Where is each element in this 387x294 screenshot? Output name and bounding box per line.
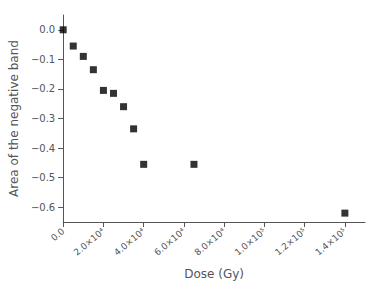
svg-text:0.0: 0.0	[49, 226, 67, 243]
svg-text:2.0×10⁴: 2.0×10⁴	[72, 226, 107, 258]
svg-text:1.4×10⁵: 1.4×10⁵	[313, 226, 348, 258]
svg-text:1.0×10⁵: 1.0×10⁵	[233, 226, 268, 258]
svg-text:−0.1: −0.1	[31, 54, 55, 65]
svg-text:−0.3: −0.3	[31, 113, 55, 124]
svg-text:6.0×10⁴: 6.0×10⁴	[152, 226, 187, 258]
svg-text:Area of the negative band: Area of the negative band	[7, 40, 21, 197]
svg-text:−0.2: −0.2	[31, 83, 55, 94]
svg-text:−0.5: −0.5	[31, 172, 55, 183]
svg-text:−0.4: −0.4	[31, 143, 55, 154]
svg-text:8.0×10⁴: 8.0×10⁴	[193, 226, 228, 258]
svg-text:4.0×10⁴: 4.0×10⁴	[112, 226, 147, 258]
svg-text:−0.6: −0.6	[31, 202, 55, 213]
svg-text:0.0: 0.0	[39, 24, 55, 35]
svg-text:Dose (Gy): Dose (Gy)	[184, 267, 244, 281]
svg-text:1.2×10⁵: 1.2×10⁵	[273, 226, 308, 258]
